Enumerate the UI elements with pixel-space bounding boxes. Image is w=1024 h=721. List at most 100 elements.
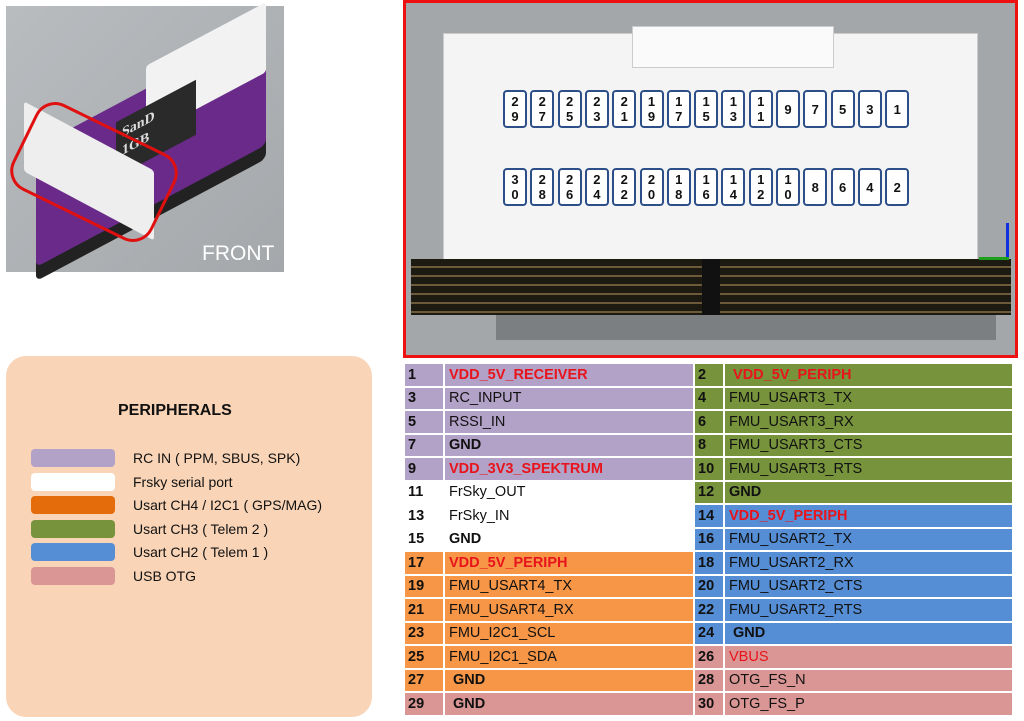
pin-signal: VDD_3V3_SPEKTRUM [445, 458, 695, 482]
pin-27: 27 [530, 90, 555, 128]
pin-number: 28 [695, 669, 725, 693]
pin-29: 29 [503, 90, 527, 128]
pin-number: 3 [405, 387, 445, 411]
pin-signal: FMU_I2C1_SCL [445, 622, 695, 646]
pin-signal: GND [445, 693, 695, 717]
pin-signal: GND [725, 481, 1012, 505]
table-row: 3 RC_INPUT 4 FMU_USART3_TX [405, 387, 1012, 411]
pin-number: 4 [695, 387, 725, 411]
pin-6: 6 [830, 168, 855, 206]
pin-1: 1 [885, 90, 910, 128]
legend-item: Usart CH4 / I2C1 ( GPS/MAG) [31, 495, 322, 515]
legend-item: RC IN ( PPM, SBUS, SPK) [31, 448, 300, 468]
pin-number: 16 [695, 528, 725, 552]
legend-item: Frsky serial port [31, 472, 233, 492]
pin-signal: FMU_USART3_RX [725, 411, 1012, 435]
table-row: 7 GND 8 FMU_USART3_CTS [405, 434, 1012, 458]
pin-signal: FMU_USART3_CTS [725, 434, 1012, 458]
table-row: 15 GND 16 FMU_USART2_TX [405, 528, 1012, 552]
table-row: 19 FMU_USART4_TX 20 FMU_USART2_CTS [405, 575, 1012, 599]
pin-number: 14 [695, 505, 725, 529]
pin-signal: VBUS [725, 646, 1012, 670]
pin-number: 27 [405, 669, 445, 693]
pin-11: 11 [748, 90, 773, 128]
pin-signal: OTG_FS_P [725, 693, 1012, 717]
pin-signal: FMU_USART2_CTS [725, 575, 1012, 599]
pin-number: 26 [695, 646, 725, 670]
pin-number: 6 [695, 411, 725, 435]
pin-number: 8 [695, 434, 725, 458]
legend-swatch [31, 496, 115, 514]
connector-latch [632, 26, 834, 68]
pin-number: 2 [695, 364, 725, 388]
pin-13: 13 [721, 90, 746, 128]
connector-body [443, 26, 978, 263]
table-row: 23 FMU_I2C1_SCL 24 GND [405, 622, 1012, 646]
legend-item: Usart CH3 ( Telem 2 ) [31, 519, 268, 539]
pin-4: 4 [857, 168, 882, 206]
table-row: 5 RSSI_IN 6 FMU_USART3_RX [405, 411, 1012, 435]
cable-divider [702, 259, 720, 315]
legend-label: RC IN ( PPM, SBUS, SPK) [133, 450, 301, 466]
pin-signal: FMU_USART3_RTS [725, 458, 1012, 482]
pin-18: 18 [666, 168, 691, 206]
pin-signal: GND [445, 434, 695, 458]
front-label: FRONT [202, 242, 275, 265]
pin-signal: OTG_FS_N [725, 669, 1012, 693]
pin-number: 1 [405, 364, 445, 388]
peripherals-legend: PERIPHERALS RC IN ( PPM, SBUS, SPK) Frsky… [6, 356, 372, 717]
pin-9: 9 [776, 90, 800, 128]
legend-item: Usart CH2 ( Telem 1 ) [31, 542, 268, 562]
connector-feet [496, 315, 996, 340]
legend-swatch [31, 449, 115, 467]
pin-signal: FMU_USART2_TX [725, 528, 1012, 552]
legend-label: Usart CH3 ( Telem 2 ) [133, 520, 269, 537]
pin-8: 8 [803, 168, 828, 206]
pin-number: 12 [695, 481, 725, 505]
pin-signal: RSSI_IN [445, 411, 695, 435]
pin-28: 28 [530, 168, 555, 206]
table-row: 27 GND 28 OTG_FS_N [405, 669, 1012, 693]
pin-16: 16 [694, 168, 719, 206]
pin-signal: FMU_USART2_RTS [725, 599, 1012, 623]
table-row: 1 VDD_5V_RECEIVER 2 VDD_5V_PERIPH [405, 364, 1012, 388]
table-row: 21 FMU_USART4_RX 22 FMU_USART2_RTS [405, 599, 1012, 623]
pin-signal: VDD_5V_PERIPH [725, 364, 1012, 388]
pin-signal: FrSky_IN [445, 505, 695, 529]
pin-19: 19 [639, 90, 664, 128]
pin-30: 30 [503, 168, 527, 206]
pin-number: 10 [695, 458, 725, 482]
pin-23: 23 [584, 90, 609, 128]
pin-signal: GND [445, 669, 695, 693]
pin-7: 7 [803, 90, 828, 128]
pin-3: 3 [857, 90, 882, 128]
pin-number: 23 [405, 622, 445, 646]
pin-number: 24 [695, 622, 725, 646]
pin-signal: GND [725, 622, 1012, 646]
legend-label: Frsky serial port [133, 473, 233, 490]
legend-label: USB OTG [133, 567, 197, 584]
pin-number: 9 [405, 458, 445, 482]
pin-number: 13 [405, 505, 445, 529]
pin-signal: VDD_5V_PERIPH [725, 505, 1012, 529]
pin-24: 24 [584, 168, 609, 206]
pin-number: 11 [405, 481, 445, 505]
pin-21: 21 [612, 90, 637, 128]
pin-10: 10 [776, 168, 800, 206]
pin-number: 30 [695, 693, 725, 717]
legend-label: Usart CH2 ( Telem 1 ) [133, 544, 269, 560]
pin-number: 7 [405, 434, 445, 458]
legend-swatch [31, 472, 115, 491]
pin-number: 19 [405, 575, 445, 599]
pin-number: 20 [695, 575, 725, 599]
pin-signal: VDD_5V_RECEIVER [445, 364, 695, 388]
pin-signal: RC_INPUT [445, 387, 695, 411]
pin-signal: FrSky_OUT [445, 481, 695, 505]
table-row: 25 FMU_I2C1_SDA 26 VBUS [405, 646, 1012, 670]
pin-signal: VDD_5V_PERIPH [445, 552, 695, 576]
y-axis-icon [979, 257, 1009, 260]
pin-signal: FMU_USART3_TX [725, 387, 1012, 411]
pin-signal: FMU_USART4_TX [445, 575, 695, 599]
legend-swatch [31, 566, 115, 585]
table-row: 13 FrSky_IN 14 VDD_5V_PERIPH [405, 505, 1012, 529]
